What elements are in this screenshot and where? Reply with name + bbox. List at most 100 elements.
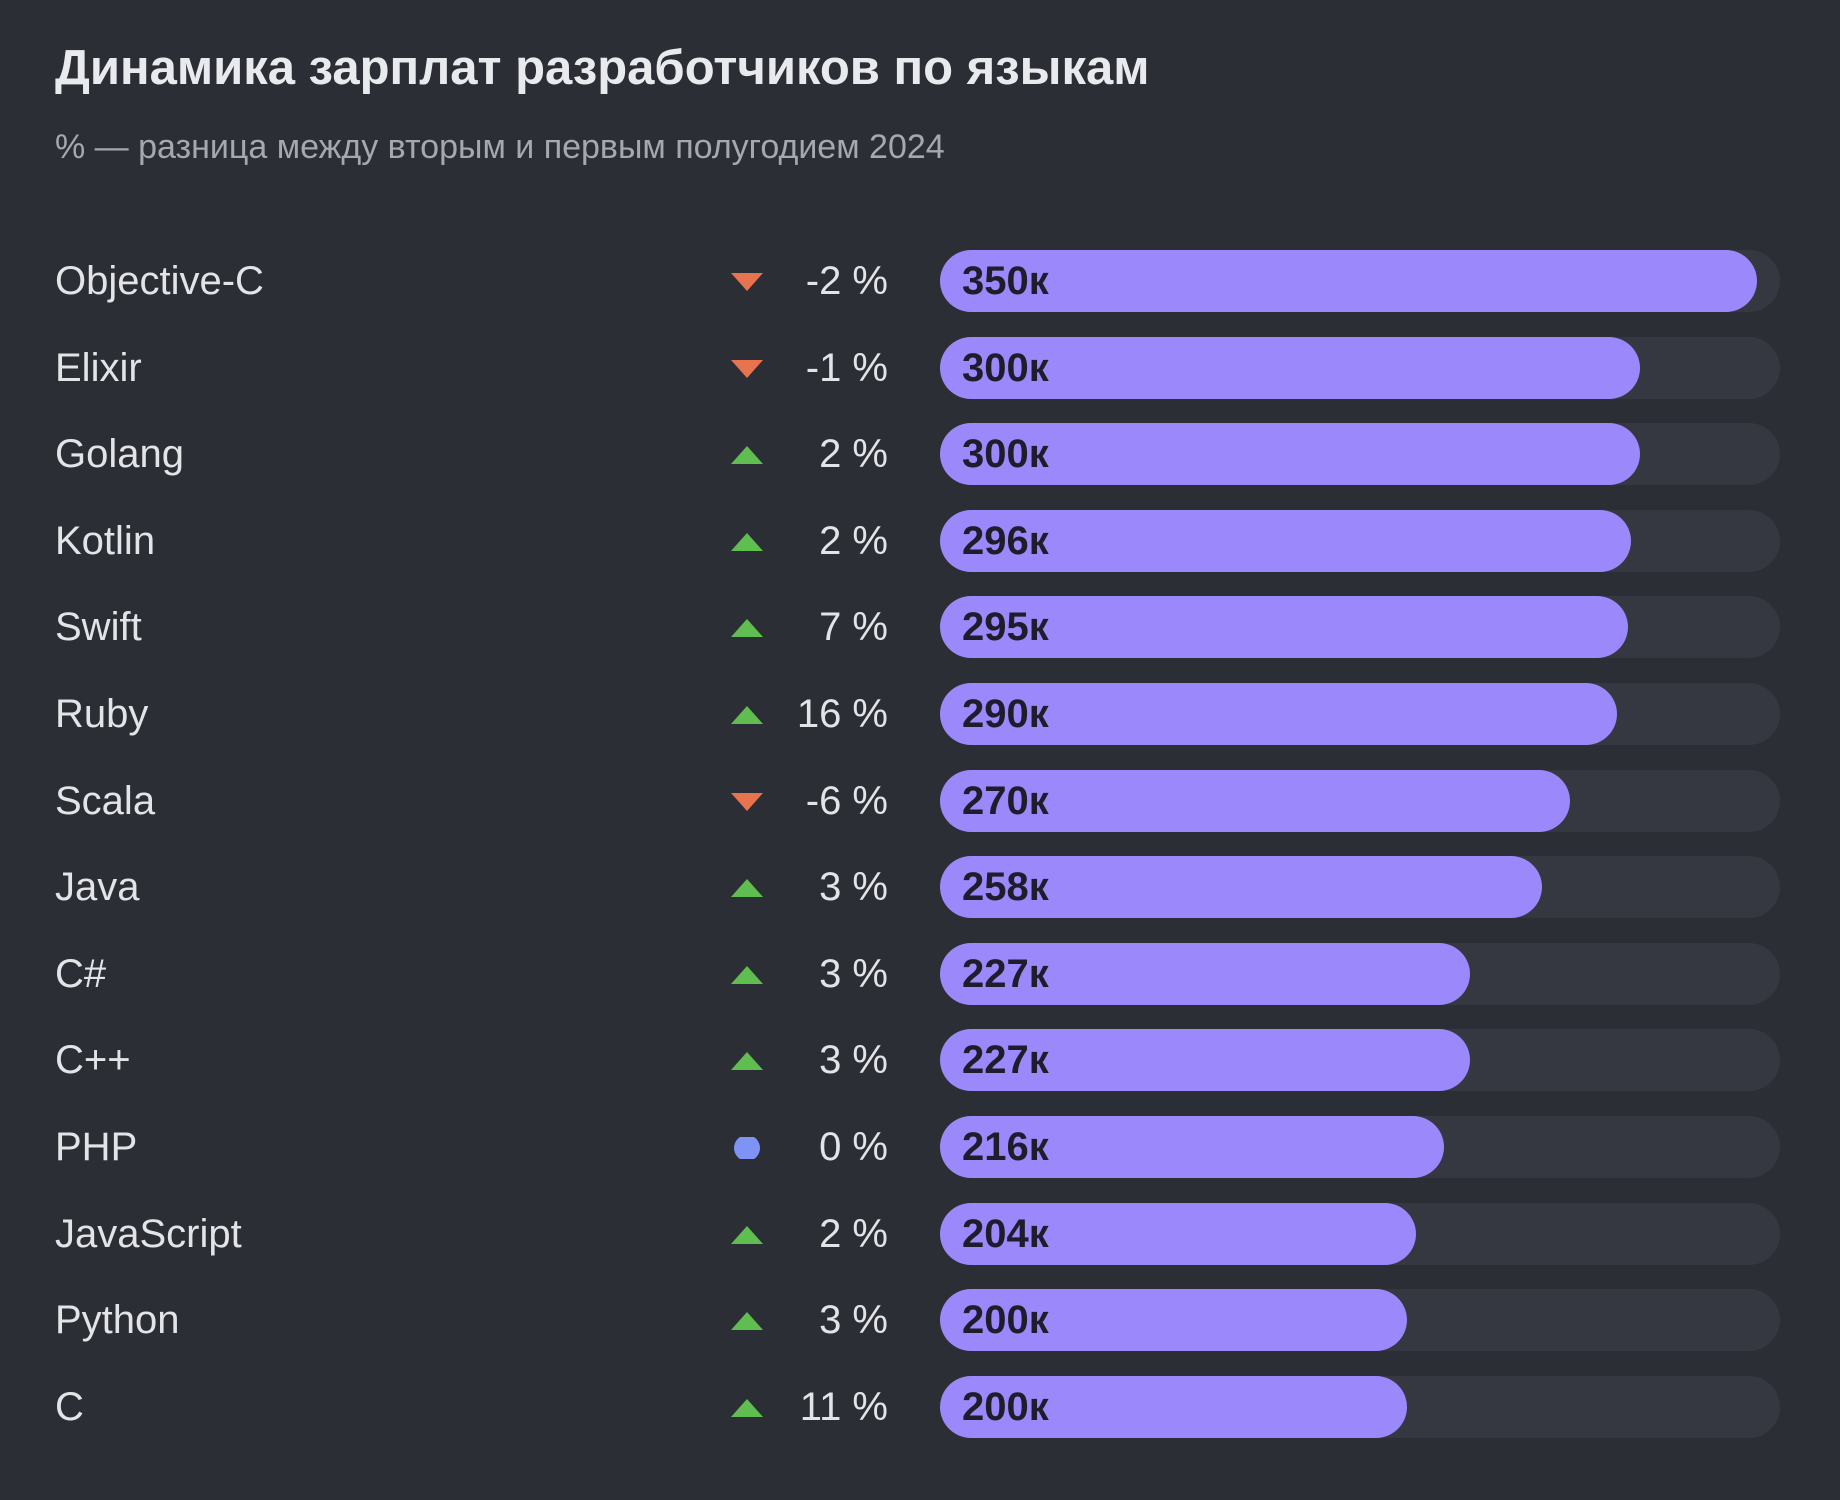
salary-value-label: 270к [962,778,1049,823]
bar-track: 200к [940,1289,1780,1352]
change-percent-label: 2 % [819,518,888,563]
salary-bar: 200к [940,1289,1407,1352]
language-label: Python [55,1298,180,1343]
salary-bar: 227к [940,1029,1470,1092]
chart-row: C 11 % 200к [0,1375,1840,1438]
salary-bar: 216к [940,1116,1444,1178]
salary-value-label: 290к [962,692,1049,736]
salary-value-label: 296к [962,518,1049,563]
trend-up-icon [730,877,764,899]
salary-bar: 300к [940,423,1640,486]
language-label: Golang [55,432,184,477]
salary-bar: 300к [940,336,1640,399]
salary-bar: 204к [940,1202,1416,1265]
language-label: C# [55,951,107,996]
bar-track: 290к [940,683,1780,745]
trend-down-icon [730,791,764,813]
language-label: Scala [55,778,156,823]
language-label: Elixir [55,345,142,390]
salary-bar: 290к [940,683,1617,745]
chart-row: C# 3 % 227к [0,942,1840,1005]
chart-row: Scala -6 % 270к [0,769,1840,832]
change-percent-label: 2 % [819,1211,888,1256]
change-percent-label: 0 % [819,1125,888,1169]
chart-row: Golang 2 % 300к [0,423,1840,486]
trend-up-icon [730,617,764,639]
salary-bar: 200к [940,1375,1407,1438]
trend-down-icon [730,358,764,380]
trend-up-icon [730,964,764,986]
bar-track: 350к [940,250,1780,312]
change-percent-label: 11 % [799,1384,888,1429]
salary-bar: 227к [940,942,1470,1005]
salary-bar: 258к [940,856,1542,919]
trend-up-icon [730,1050,764,1072]
salary-value-label: 258к [962,865,1049,910]
chart-row: PHP 0 % 216к [0,1116,1840,1178]
bar-track: 296к [940,509,1780,572]
change-percent-label: 3 % [819,951,888,996]
change-percent-label: 2 % [819,432,888,477]
language-label: C [55,1384,84,1429]
chart-row: Kotlin 2 % 296к [0,509,1840,572]
language-label: Ruby [55,692,149,736]
bar-track: 227к [940,942,1780,1005]
change-percent-label: 16 % [796,692,888,736]
change-percent-label: 3 % [819,1298,888,1343]
salary-bar: 270к [940,769,1570,832]
language-label: Kotlin [55,518,156,563]
trend-up-icon [730,1397,764,1419]
salary-bar: 350к [940,250,1757,312]
bar-track: 300к [940,336,1780,399]
salary-value-label: 227к [962,1038,1049,1083]
chart-row: C++ 3 % 227к [0,1029,1840,1092]
language-label: PHP [55,1125,138,1169]
chart-title: Динамика зарплат разработчиков по языкам [55,41,1150,95]
trend-up-icon [730,704,764,726]
salary-value-label: 200к [962,1384,1049,1429]
trend-neutral-icon [730,1137,764,1159]
trend-up-icon [730,1310,764,1332]
salary-value-label: 295к [962,605,1049,650]
trend-up-icon [730,1224,764,1246]
language-label: JavaScript [55,1211,242,1256]
bar-track: 295к [940,596,1780,659]
bar-track: 258к [940,856,1780,919]
bar-track: 227к [940,1029,1780,1092]
change-percent-label: -2 % [805,259,888,303]
chart-row: Ruby 16 % 290к [0,683,1840,745]
bar-track: 216к [940,1116,1780,1178]
chart-row: JavaScript 2 % 204к [0,1202,1840,1265]
change-percent-label: -6 % [805,778,888,823]
change-percent-label: 3 % [819,865,888,910]
salary-bar: 295к [940,596,1629,659]
salary-value-label: 200к [962,1298,1049,1343]
trend-up-icon [730,444,764,466]
bar-track: 300к [940,423,1780,486]
bar-track: 200к [940,1375,1780,1438]
chart-row: Elixir -1 % 300к [0,336,1840,399]
language-label: Swift [55,605,142,650]
bar-track: 270к [940,769,1780,832]
language-label: C++ [55,1038,131,1083]
chart-row: Java 3 % 258к [0,856,1840,919]
salary-value-label: 204к [962,1211,1049,1256]
change-percent-label: 3 % [819,1038,888,1083]
salary-bar: 296к [940,509,1631,572]
change-percent-label: -1 % [805,345,888,390]
salary-value-label: 300к [962,345,1049,390]
chart-subtitle: % — разница между вторым и первым полуго… [55,128,945,166]
bar-track: 204к [940,1202,1780,1265]
change-percent-label: 7 % [819,605,888,650]
salary-value-label: 216к [962,1125,1049,1169]
language-label: Java [55,865,140,910]
salary-value-label: 350к [962,259,1049,303]
trend-down-icon [730,271,764,293]
language-label: Objective-C [55,259,264,303]
chart-row: Python 3 % 200к [0,1289,1840,1352]
chart-row: Swift 7 % 295к [0,596,1840,659]
salary-value-label: 227к [962,951,1049,996]
chart-row: Objective-C -2 % 350к [0,250,1840,312]
trend-up-icon [730,531,764,553]
salary-value-label: 300к [962,432,1049,477]
